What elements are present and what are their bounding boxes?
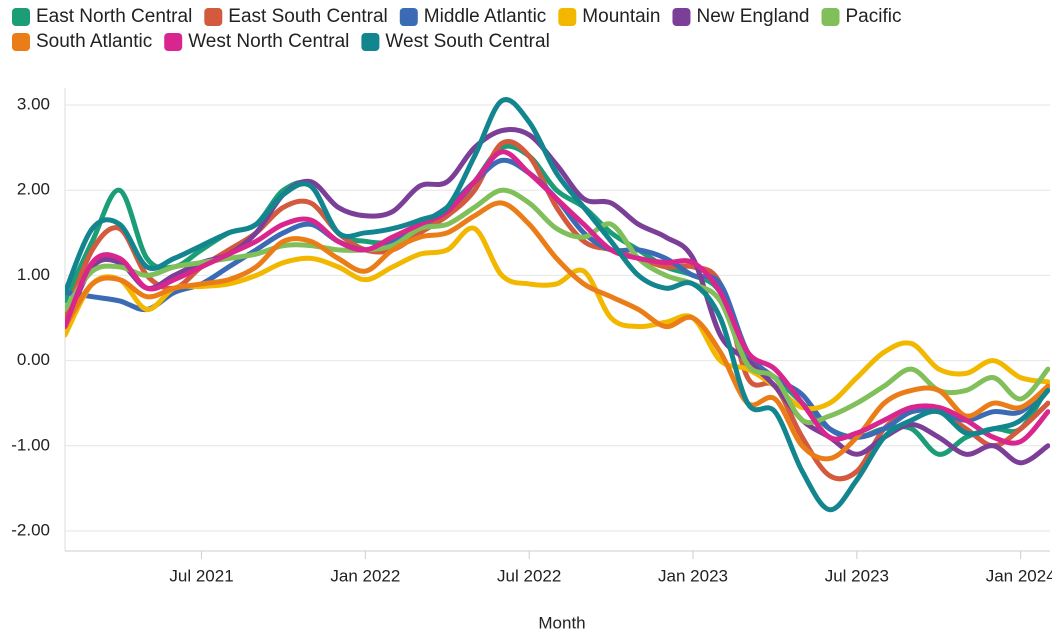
legend-swatch [558, 8, 577, 26]
legend-swatch [399, 8, 418, 26]
y-tick-label: 2.00 [17, 180, 50, 199]
legend-label: East North Central [36, 6, 192, 27]
series-line [65, 187, 1050, 426]
x-tick-label: Jul 2021 [169, 566, 233, 585]
y-tick-label: -1.00 [11, 435, 50, 454]
x-tick-label: Jul 2023 [825, 566, 889, 585]
legend-swatch [821, 8, 840, 26]
x-tick-label: Jan 2022 [330, 566, 400, 585]
legend-swatch [204, 8, 223, 26]
series-line [65, 225, 1050, 412]
legend-swatch [164, 33, 183, 51]
legend-label: Pacific [846, 6, 902, 27]
legend-label: Mountain [582, 6, 660, 27]
legend-swatch [672, 8, 691, 26]
series-line [65, 149, 1050, 446]
legend-label: West North Central [188, 31, 349, 52]
series-line [65, 200, 1050, 462]
x-axis-title: Month [538, 613, 585, 632]
x-tick-label: Jan 2024 [986, 566, 1052, 585]
legend-label: New England [696, 6, 809, 27]
y-tick-label: 0.00 [17, 350, 50, 369]
y-tick-label: -2.00 [11, 520, 50, 539]
legend-label: East South Central [228, 6, 387, 27]
y-tick-label: 1.00 [17, 265, 50, 284]
x-tick-label: Jan 2023 [658, 566, 728, 585]
y-tick-label: 3.00 [17, 95, 50, 114]
series-line [65, 97, 1050, 513]
x-tick-label: Jul 2022 [497, 566, 561, 585]
legend-label: Middle Atlantic [424, 6, 547, 27]
legend-swatch [361, 33, 380, 51]
series-line [65, 143, 1050, 457]
legend-label: South Atlantic [36, 31, 152, 52]
legend-swatch [12, 8, 30, 26]
legend-label: West South Central [385, 31, 549, 52]
legend-swatch [12, 33, 30, 51]
